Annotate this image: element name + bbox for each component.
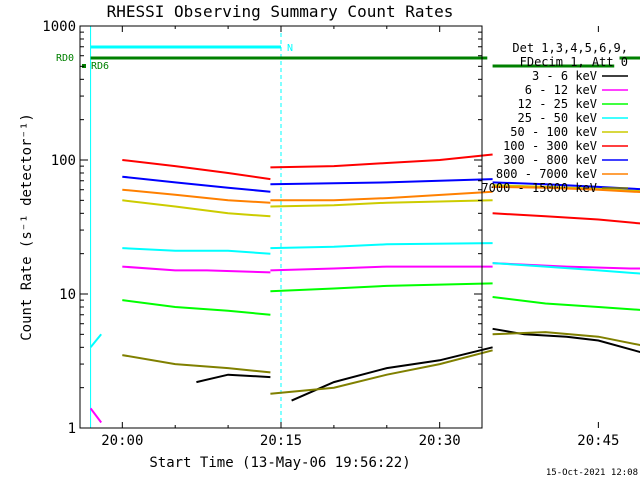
legend-entry-label: 800 - 7000 keV: [496, 167, 597, 181]
series-line-7000-15000-kev: [270, 349, 493, 395]
axes: 20:0020:1520:3020:4521:0021:1521:3011010…: [42, 19, 619, 449]
legend-entry-label: 3 - 6 keV: [532, 69, 597, 83]
y-axis-label: Count Rate (s⁻¹ detector⁻¹): [19, 113, 35, 341]
series-line-800-7000-kev: [492, 185, 640, 194]
x-tick-label: 20:45: [577, 433, 619, 449]
series-line-300-800-kev: [122, 175, 271, 193]
status-bar-label-rd0: RD0: [56, 53, 74, 64]
y-tick-label: 1: [68, 421, 76, 437]
series-line-6-12-kev: [89, 407, 102, 424]
series-line-100-300-kev: [270, 153, 493, 169]
legend-header-line-1: Det 1,3,4,5,6,9,: [512, 41, 628, 55]
legend-entry-label: 12 - 25 keV: [518, 97, 597, 111]
series-line-6-12-kev: [122, 265, 271, 274]
y-tick-label: 100: [51, 153, 76, 169]
plot-frame: [79, 25, 483, 429]
series-line-6-12-kev: [270, 265, 493, 272]
legend-entry-label: 7000 - 15000 keV: [481, 181, 597, 195]
x-tick-label: 20:30: [419, 433, 461, 449]
series-line-25-50-kev: [270, 242, 493, 250]
series-line-100-300-kev: [122, 159, 271, 181]
series-line-800-7000-kev: [270, 190, 493, 202]
series-line-7000-15000-kev: [492, 331, 640, 347]
vertical-markers: [90, 26, 282, 428]
legend-header-line-2: FDecim 1, Att 0: [520, 55, 628, 69]
series-line-25-50-kev: [492, 262, 640, 275]
series-line-12-25-kev: [270, 282, 493, 293]
series-line-25-50-kev: [89, 333, 102, 348]
legend-entry-label: 300 - 800 keV: [503, 153, 597, 167]
legend-entry-label: 25 - 50 keV: [518, 111, 597, 125]
series-line-12-25-kev: [122, 299, 271, 316]
chart-title: RHESSI Observing Summary Count Rates: [107, 2, 454, 21]
status-bar-label-n: N: [287, 43, 293, 54]
series-line-300-800-kev: [270, 178, 493, 186]
series-line-12-25-kev: [492, 296, 640, 311]
series-line-800-7000-kev: [122, 188, 271, 204]
y-tick-label: 1000: [42, 19, 76, 35]
x-axis-label: Start Time (13-May-06 19:56:22): [149, 455, 410, 471]
y-tick-label: 10: [59, 287, 76, 303]
data-series: [89, 153, 640, 424]
legend-entry-label: 50 - 100 keV: [510, 125, 597, 139]
footer-timestamp: 15-Oct-2021 12:08: [546, 468, 638, 478]
x-tick-label: 20:15: [260, 433, 302, 449]
series-line-3-6-kev: [196, 373, 271, 384]
status-bar-label-rd6: RD6: [91, 61, 109, 72]
series-line-100-300-kev: [492, 212, 640, 225]
x-tick-label: 20:00: [101, 433, 143, 449]
series-line-50-100-kev: [122, 199, 271, 218]
legend: Det 1,3,4,5,6,9, FDecim 1, Att 0 3 - 6 k…: [481, 41, 628, 195]
legend-entry-label: 100 - 300 keV: [503, 139, 597, 153]
series-line-7000-15000-kev: [122, 354, 271, 374]
series-line-25-50-kev: [122, 247, 271, 255]
legend-entry-label: 6 - 12 keV: [525, 83, 597, 97]
series-line-50-100-kev: [270, 199, 493, 208]
